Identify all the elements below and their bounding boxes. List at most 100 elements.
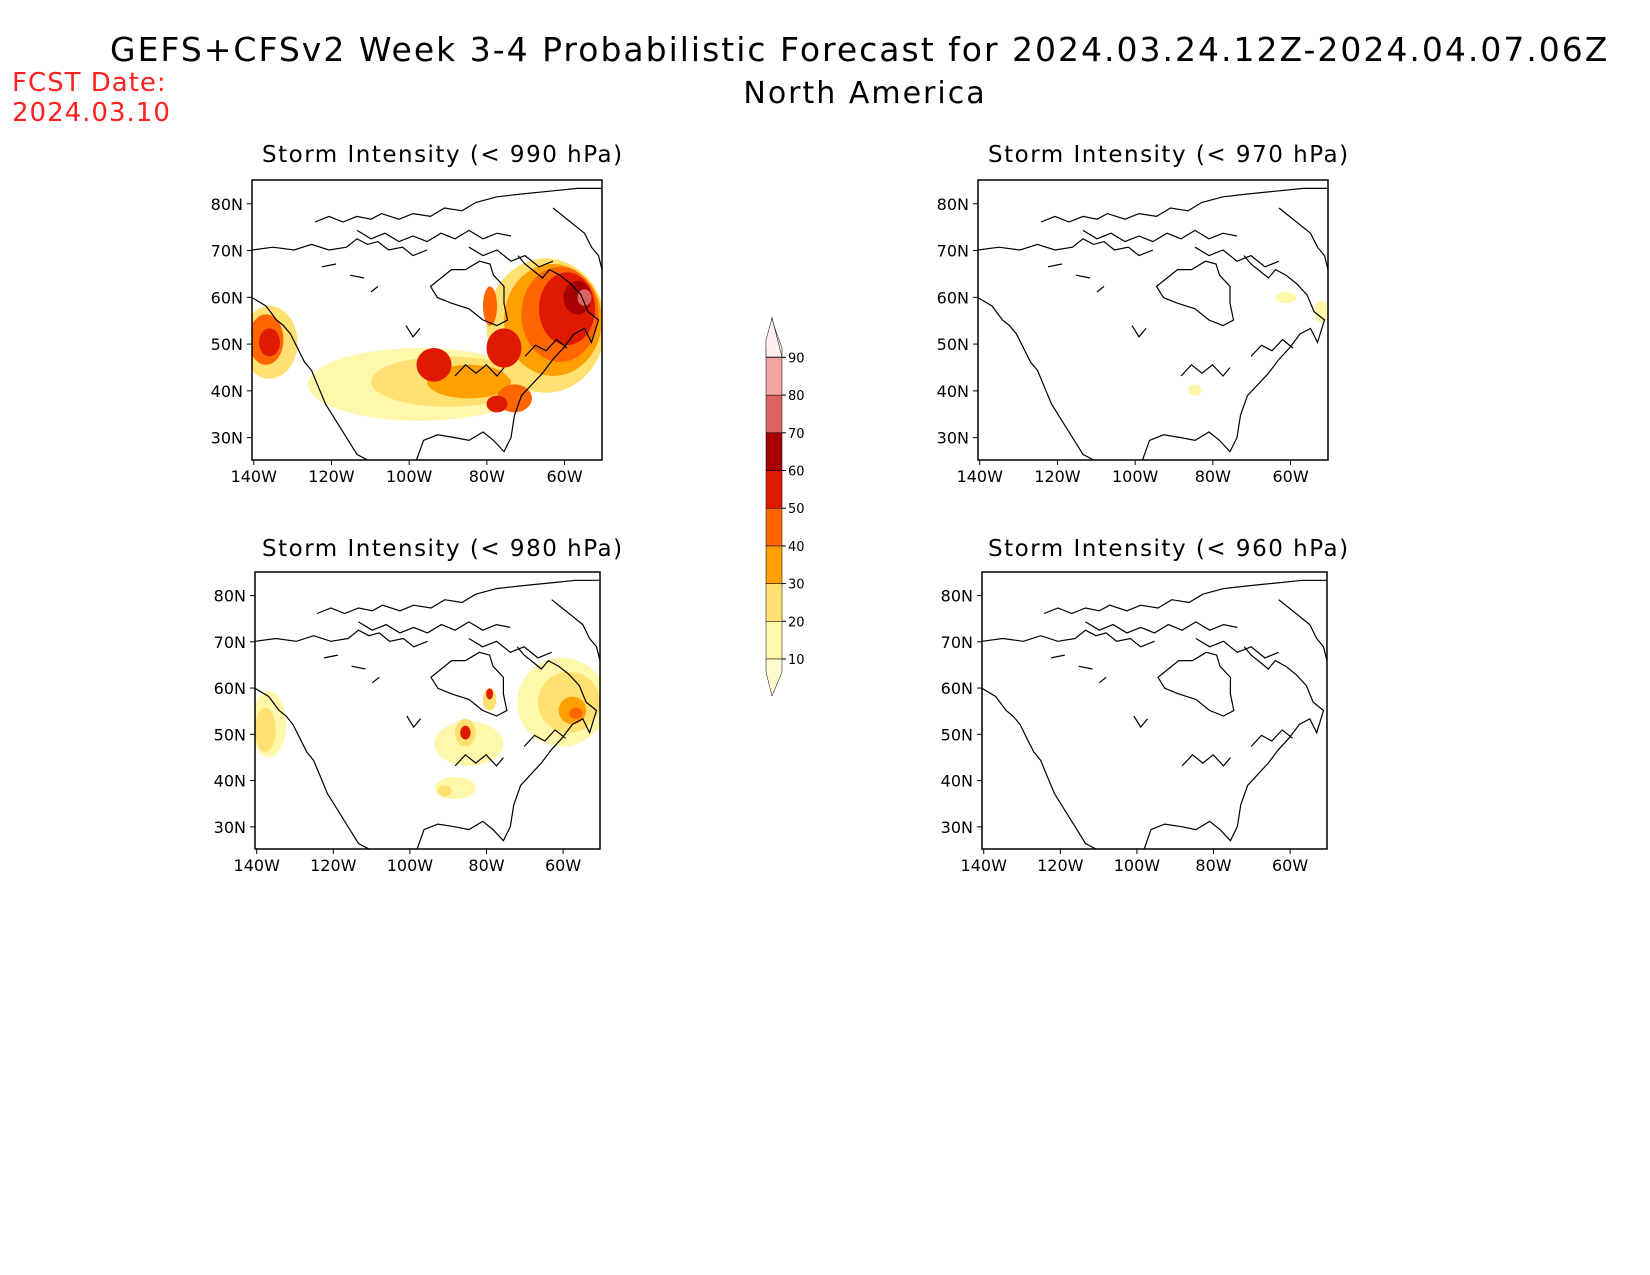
lon-tick-label: 140W <box>961 856 1008 875</box>
lon-tick-label: 100W <box>387 856 434 875</box>
map-frame <box>981 571 1328 850</box>
lat-tick-label: 30N <box>211 429 243 448</box>
figure-title: GEFS+CFSv2 Week 3-4 Probabilistic Foreca… <box>110 30 1610 69</box>
colorbar-label: 50 <box>788 502 805 517</box>
lat-tick-label: 40N <box>211 382 243 401</box>
lon-tick-label: 80W <box>1195 856 1231 875</box>
colorbar-extension <box>765 317 783 358</box>
lon-tick-label: 60W <box>1272 467 1308 486</box>
probability-shading <box>255 657 600 800</box>
probability-area <box>486 328 522 368</box>
lat-tick-label: 50N <box>211 335 243 354</box>
lon-tick-label: 100W <box>386 467 433 486</box>
colorbar-segment <box>765 507 783 547</box>
lat-tick-label: 80N <box>211 195 243 214</box>
colorbar-extension <box>765 658 783 697</box>
colorbar-label: 30 <box>788 578 805 593</box>
lat-tick-label: 60N <box>211 288 243 307</box>
lon-tick-label: 80W <box>468 856 504 875</box>
lon-tick-label: 100W <box>1112 467 1159 486</box>
probability-area <box>483 286 497 326</box>
map-frame <box>977 179 1329 461</box>
map-frame <box>254 571 601 850</box>
colorbar-label: 80 <box>788 389 805 404</box>
lat-tick-label: 80N <box>941 587 973 606</box>
probability-area <box>486 688 494 700</box>
figure-subtitle: North America <box>743 76 987 111</box>
lon-tick-label: 60W <box>546 467 582 486</box>
lon-tick-label: 120W <box>1034 467 1081 486</box>
lat-tick-label: 50N <box>941 725 973 744</box>
colorbar-label: 20 <box>788 615 805 630</box>
lon-tick-label: 100W <box>1114 856 1161 875</box>
lat-tick-label: 50N <box>214 725 246 744</box>
probability-area <box>1314 300 1328 323</box>
lon-tick-label: 60W <box>1272 856 1308 875</box>
lat-tick-label: 30N <box>937 429 969 448</box>
colorbar-segment <box>765 394 783 434</box>
map-p990: 80N 70N 60N 50N 40N 30N 140W 120W 100W 80W 60W <box>211 179 603 486</box>
colorbar: 10 20 30 40 50 60 70 80 90 <box>765 317 805 697</box>
lat-tick-label: 70N <box>941 633 973 652</box>
colorbar-label: 40 <box>788 540 805 555</box>
panel-title-980: Storm Intensity (< 980 hPa) <box>262 536 624 562</box>
colorbar-segment <box>765 357 783 396</box>
lat-tick-label: 30N <box>214 818 246 837</box>
lat-tick-label: 80N <box>214 587 246 606</box>
colorbar-segment <box>765 470 783 509</box>
coastline <box>982 579 1327 849</box>
probability-area <box>568 707 583 719</box>
probability-area <box>486 395 508 413</box>
panel-title-970: Storm Intensity (< 970 hPa) <box>988 142 1350 168</box>
colorbar-label: 60 <box>788 465 805 480</box>
forecast-date-value: 2024.03.10 <box>12 98 171 128</box>
colorbar-segment <box>765 583 783 622</box>
forecast-date-label: FCST Date: <box>12 68 167 98</box>
lon-tick-label: 120W <box>1037 856 1084 875</box>
map-p960: 80N 70N 60N 50N 40N 30N 140W 120W 100W 80W 60W <box>941 571 1328 875</box>
lat-tick-label: 70N <box>214 633 246 652</box>
probability-area <box>577 289 592 306</box>
colorbar-label: 70 <box>788 427 805 442</box>
lat-tick-label: 40N <box>941 772 973 791</box>
probability-area <box>1275 292 1297 304</box>
probability-area <box>259 328 280 357</box>
colorbar-segment <box>765 545 783 584</box>
lat-tick-label: 70N <box>211 242 243 261</box>
lon-tick-label: 80W <box>469 467 505 486</box>
coastline <box>978 187 1328 460</box>
colorbar-label: 10 <box>788 653 805 668</box>
map-frame <box>251 179 603 461</box>
lat-tick-label: 80N <box>937 195 969 214</box>
colorbar-label: 90 <box>788 351 805 366</box>
lon-tick-label: 120W <box>308 467 355 486</box>
lat-tick-label: 30N <box>941 818 973 837</box>
probability-area <box>255 707 276 753</box>
map-p980: 80N 70N 60N 50N 40N 30N 140W 120W 100W 80W 60W <box>214 571 601 875</box>
probability-shading <box>252 258 602 421</box>
coastline <box>252 187 602 460</box>
colorbar-segment <box>765 621 783 660</box>
lat-tick-label: 60N <box>937 288 969 307</box>
colorbar-segment <box>765 432 783 471</box>
probability-area <box>460 725 471 740</box>
lon-tick-label: 120W <box>310 856 357 875</box>
lat-tick-label: 40N <box>937 382 969 401</box>
forecast-date-block: FCST Date: 2024.03.10 <box>12 68 171 128</box>
panel-title-990: Storm Intensity (< 990 hPa) <box>262 142 624 168</box>
lat-tick-label: 60N <box>941 679 973 698</box>
probability-area <box>437 785 452 797</box>
lon-tick-label: 60W <box>545 856 581 875</box>
lon-tick-label: 80W <box>1195 467 1231 486</box>
probability-area <box>1188 384 1202 396</box>
lat-tick-label: 40N <box>214 772 246 791</box>
panel-title-960: Storm Intensity (< 960 hPa) <box>988 536 1350 562</box>
probability-shading <box>1188 292 1328 396</box>
coastline <box>255 579 600 849</box>
lon-tick-label: 140W <box>957 467 1004 486</box>
lon-tick-label: 140W <box>234 856 281 875</box>
lat-tick-label: 60N <box>214 679 246 698</box>
map-p970: 80N 70N 60N 50N 40N 30N 140W 120W 100W 80W 60W <box>937 179 1329 486</box>
probability-area <box>416 348 452 382</box>
